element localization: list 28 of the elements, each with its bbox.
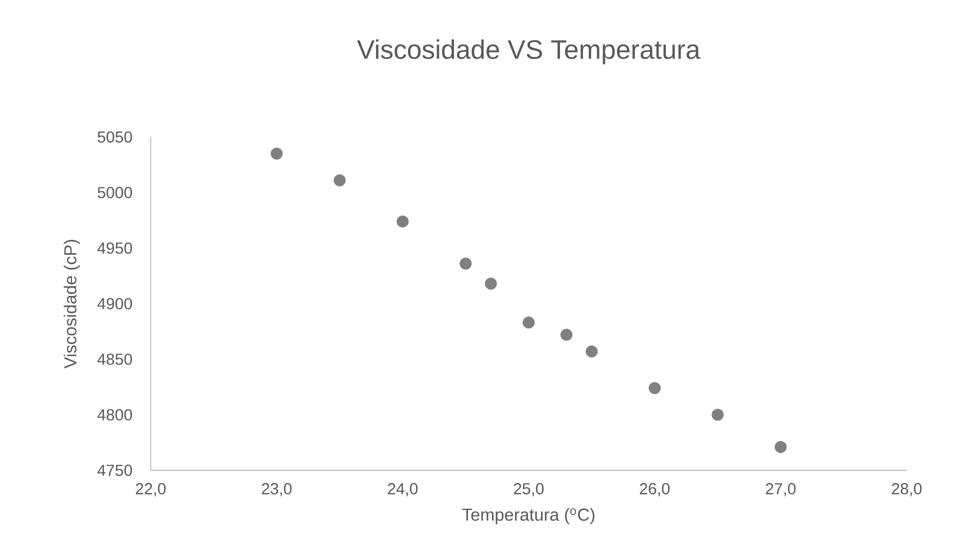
point: [484, 278, 497, 290]
point: [334, 174, 346, 186]
y-tick-label: 5050: [98, 131, 132, 143]
x-tick-label: 27,0: [766, 483, 796, 496]
y-tick-label: 4800: [97, 409, 132, 420]
x-tick-label: 25,0: [514, 483, 544, 496]
point: [396, 215, 409, 228]
y-axis-title: Viscosidade (cP): [64, 240, 80, 368]
x-tick-label: 22,0: [136, 483, 166, 496]
x-tick-label: 24,0: [388, 483, 418, 496]
point: [270, 148, 283, 160]
point: [522, 316, 535, 329]
point: [560, 328, 572, 341]
y-tick-label: 4750: [97, 464, 132, 476]
x-axis-title: Temperatura ($^{o}$C): [462, 508, 594, 524]
point: [774, 441, 787, 453]
point: [460, 258, 472, 270]
point: [648, 382, 661, 394]
y-tick-label: 5000: [98, 186, 132, 198]
point: [712, 408, 724, 421]
y-tick-label: 4950: [97, 242, 132, 254]
y-tick-label: 4900: [97, 298, 132, 310]
x-tick-label: 28,0: [892, 483, 922, 496]
x-tick-label: 26,0: [640, 483, 670, 496]
point: [586, 345, 598, 358]
y-tick-label: 4850: [97, 354, 132, 365]
x-tick-label: 23,0: [262, 483, 292, 496]
chart-title: Viscosidade VS Temperatura: [357, 39, 700, 64]
